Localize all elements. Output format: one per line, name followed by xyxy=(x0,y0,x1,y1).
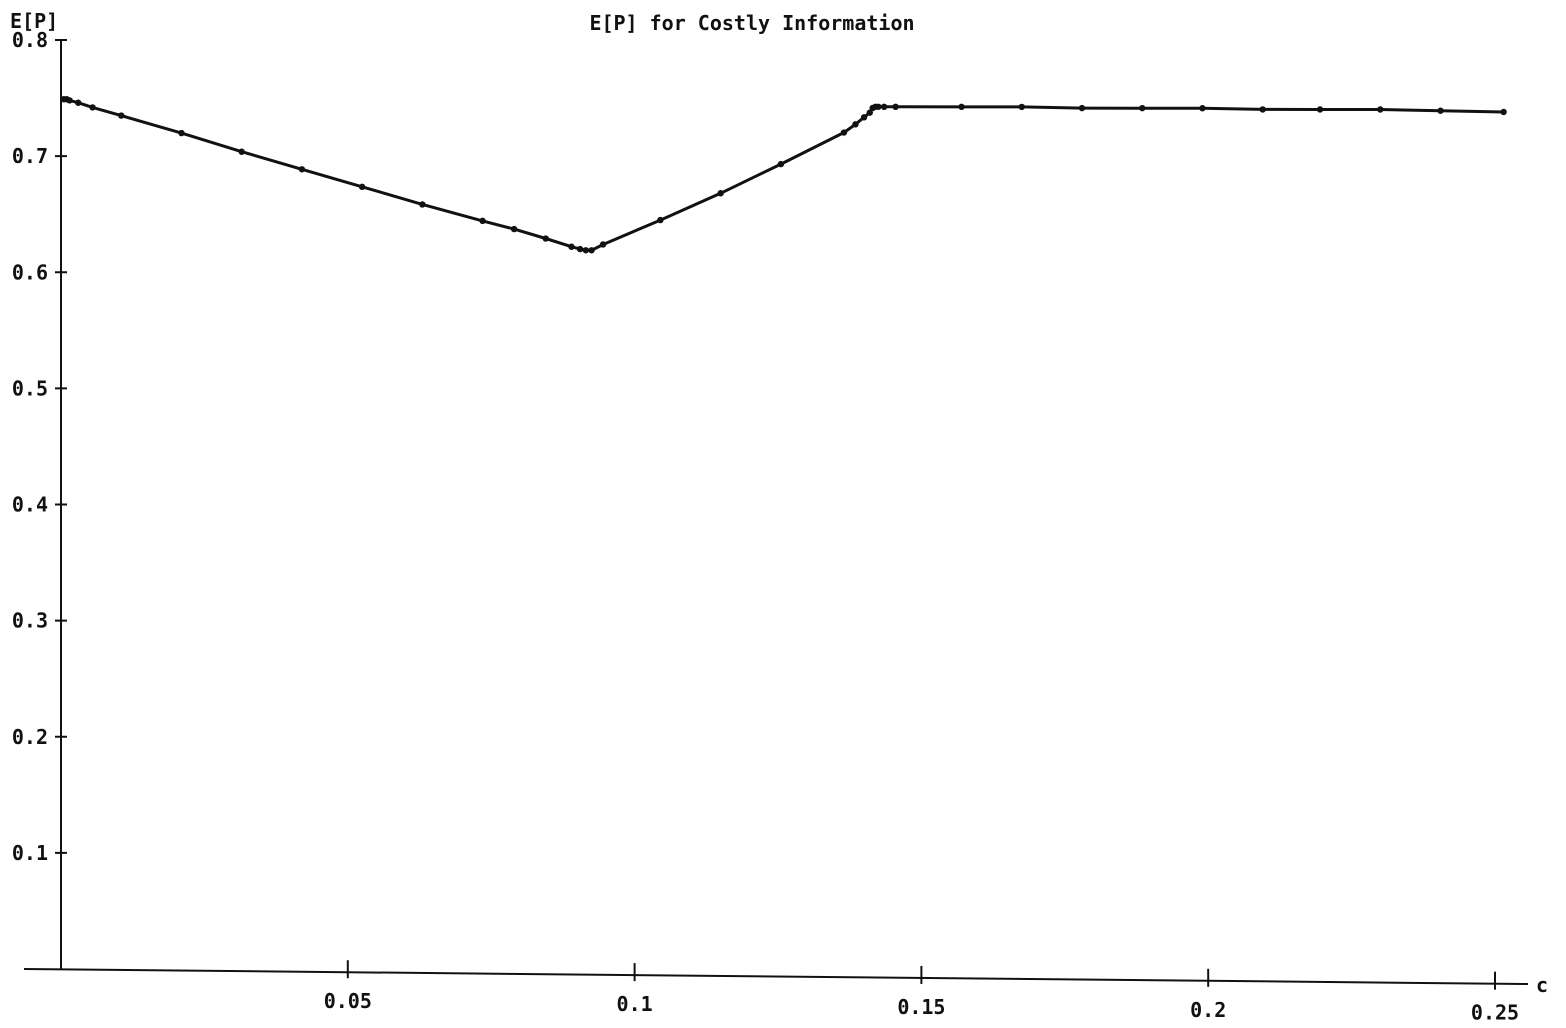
data-point xyxy=(860,114,868,121)
data-point xyxy=(880,103,888,111)
data-point xyxy=(576,245,584,253)
data-point xyxy=(178,129,185,137)
data-point xyxy=(1500,108,1507,116)
chart-title: E[P] for Costly Information xyxy=(589,11,914,35)
y-axis-label: E[P] xyxy=(10,9,58,33)
y-tick-label: 0.4 xyxy=(12,493,48,517)
data-point xyxy=(568,243,575,250)
data-point xyxy=(298,166,306,173)
data-point xyxy=(892,103,899,111)
y-tick-label: 0.3 xyxy=(12,609,48,633)
data-point xyxy=(840,129,848,136)
data-point xyxy=(1377,106,1384,113)
data-point xyxy=(1078,104,1086,112)
data-point xyxy=(419,201,426,208)
data-point xyxy=(542,235,549,242)
x-axis xyxy=(23,968,1529,985)
y-tick-label: 0.1 xyxy=(12,841,48,865)
data-point xyxy=(777,160,785,168)
y-tick-label: 0.7 xyxy=(12,144,48,168)
x-tick-label: 0.2 xyxy=(1190,998,1226,1022)
x-tick-label: 0.15 xyxy=(897,995,945,1019)
y-tick-label: 0.8 xyxy=(12,28,48,52)
data-point xyxy=(717,190,724,197)
series-line xyxy=(63,97,1504,252)
data-point xyxy=(599,241,607,248)
data-point xyxy=(1259,106,1266,113)
data-point xyxy=(582,247,590,254)
data-point xyxy=(358,183,366,191)
x-tick-label: 0.1 xyxy=(617,992,653,1016)
data-point xyxy=(89,104,96,111)
data-point xyxy=(958,103,965,111)
data-point xyxy=(66,97,73,104)
x-tick-label: 0.05 xyxy=(324,989,372,1013)
y-tick-label: 0.2 xyxy=(12,725,48,749)
data-point xyxy=(75,99,82,106)
x-tick-label: 0.25 xyxy=(1471,1001,1519,1025)
y-tick-label: 0.6 xyxy=(12,260,48,284)
data-point xyxy=(479,217,486,225)
data-point xyxy=(1437,107,1444,114)
y-tick-label: 0.5 xyxy=(12,376,48,400)
data-point xyxy=(1199,105,1206,112)
data-point xyxy=(852,121,859,128)
x-axis-label: c xyxy=(1536,973,1548,997)
data-point xyxy=(1316,106,1324,113)
data-point xyxy=(1018,103,1025,111)
data-point xyxy=(1139,104,1146,112)
data-point xyxy=(657,216,664,224)
data-point xyxy=(238,148,245,155)
data-point xyxy=(875,103,882,110)
data-point xyxy=(118,112,125,119)
data-point xyxy=(510,225,518,233)
data-point xyxy=(866,109,873,116)
data-point xyxy=(588,247,595,254)
